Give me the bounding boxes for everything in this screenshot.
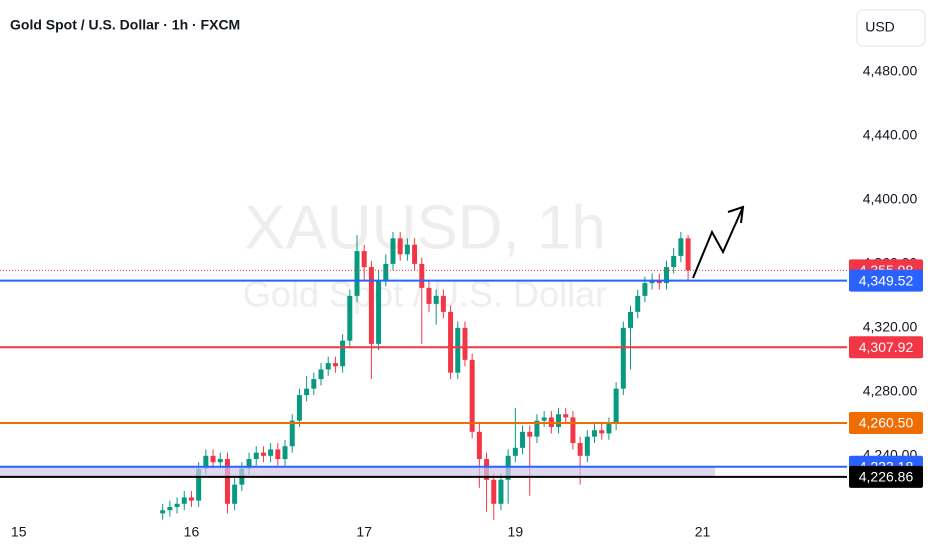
y-tick-label: 4,280.00	[863, 383, 918, 399]
candle-body	[512, 447, 518, 456]
candle-body	[174, 503, 180, 508]
candle-body	[678, 238, 684, 256]
candle-body	[426, 287, 432, 304]
y-tick-label: 4,480.00	[863, 63, 918, 79]
candle-body	[520, 431, 526, 448]
price-label-bg	[849, 336, 923, 359]
candle-body	[260, 452, 266, 456]
price-label-bg	[849, 412, 923, 435]
candle-body	[332, 363, 338, 367]
candle-body	[440, 295, 446, 312]
candle-body	[296, 395, 302, 421]
candle-body	[635, 295, 641, 312]
candle-body	[368, 267, 374, 344]
candle-body	[188, 497, 194, 501]
candle-body	[577, 443, 583, 456]
currency-label: USD	[865, 19, 895, 35]
x-tick-label: 16	[184, 524, 200, 540]
candle-body	[563, 414, 569, 418]
price-label: 4,226.86	[859, 469, 914, 485]
arrow-head	[727, 205, 745, 224]
candle-body	[527, 431, 533, 437]
candle-body	[217, 459, 223, 463]
candle-body	[361, 251, 367, 268]
candle-body	[304, 388, 310, 396]
candle-body	[167, 507, 173, 511]
candle-body	[383, 263, 389, 280]
candle-body	[433, 295, 439, 304]
candle-body	[246, 459, 252, 469]
candle-body	[455, 327, 461, 373]
y-tick-label: 4,440.00	[863, 127, 918, 143]
candle-body	[224, 459, 230, 504]
candle-body	[340, 340, 346, 367]
price-label: 4,260.50	[859, 415, 914, 431]
price-label-bg	[849, 465, 923, 488]
candle-body	[232, 484, 238, 504]
candle-body	[448, 311, 454, 373]
candle-body	[570, 417, 576, 444]
candle-body	[397, 238, 403, 255]
candle-body	[469, 359, 475, 432]
candle-body	[685, 238, 691, 271]
candle-body	[289, 420, 295, 447]
candle-body	[203, 455, 209, 469]
watermark: XAUUSD, 1h Gold Spot / U.S. Dollar	[243, 193, 607, 314]
x-tick-label: 19	[508, 524, 524, 540]
candle-body	[282, 446, 288, 460]
candle-body	[606, 423, 612, 434]
candle-body	[534, 420, 540, 437]
candle-body	[210, 455, 216, 463]
currency-button[interactable]	[856, 9, 926, 47]
y-tick-label: 4,400.00	[863, 191, 918, 207]
candle-body	[268, 449, 274, 456]
candle-body	[613, 388, 619, 424]
candle-body	[620, 327, 626, 389]
support-zone	[0, 466, 715, 477]
candle-body	[663, 267, 669, 284]
candle-body	[318, 369, 324, 380]
x-tick-label: 15	[11, 524, 27, 540]
candle-body	[354, 251, 360, 296]
candle-body	[498, 479, 504, 504]
candle-body	[476, 431, 482, 460]
candle-body	[390, 238, 396, 264]
drawn-arrow	[692, 206, 744, 279]
candle-body	[160, 510, 166, 514]
price-label: 4,307.92	[859, 339, 914, 355]
watermark-symbol: XAUUSD, 1h	[244, 193, 606, 262]
candle-body	[311, 379, 317, 389]
y-tick-label: 4,320.00	[863, 319, 918, 335]
candle-body	[181, 497, 187, 504]
candle-body	[599, 430, 605, 434]
candle-body	[404, 244, 410, 255]
candle-body	[541, 417, 547, 421]
candle-body	[592, 430, 598, 437]
candle-body	[196, 468, 202, 501]
candle-body	[419, 263, 425, 288]
candle-body	[253, 452, 259, 460]
candle-body	[275, 449, 281, 460]
candle-body	[584, 436, 590, 456]
x-tick-label: 17	[356, 524, 372, 540]
candle-body	[491, 479, 497, 504]
candle-body	[376, 279, 382, 344]
chart-title: Gold Spot / U.S. Dollar · 1h · FXCM	[10, 17, 240, 33]
candle-body	[628, 311, 634, 328]
candle-body	[325, 363, 331, 370]
candle-body	[462, 327, 468, 360]
candle-body	[412, 244, 418, 264]
candle-body	[556, 414, 562, 428]
x-tick-label: 21	[695, 524, 711, 540]
candle-body	[347, 295, 353, 341]
price-label-bg	[849, 269, 923, 292]
candle-body	[642, 283, 648, 296]
price-label: 4,349.52	[859, 272, 914, 288]
candle-body	[671, 255, 677, 268]
